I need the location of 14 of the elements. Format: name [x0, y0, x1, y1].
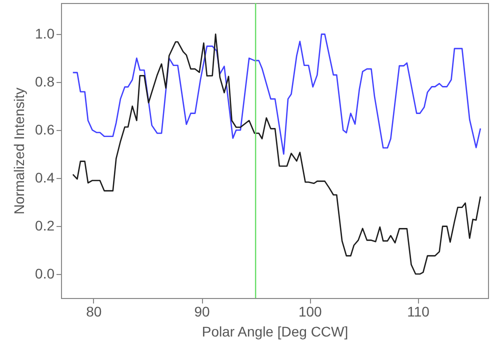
y-tick-label: 0.8 — [35, 74, 55, 90]
x-tick-label: 110 — [407, 304, 430, 320]
y-tick-label: 0.0 — [35, 266, 55, 282]
y-tick-label: 0.4 — [35, 170, 55, 186]
x-tick-label: 100 — [298, 304, 322, 320]
y-tick-label: 0.2 — [35, 218, 55, 234]
line-series — [72, 34, 482, 155]
x-tick-label: 80 — [86, 304, 102, 320]
y-axis-title: Normalized Intensity — [11, 88, 28, 214]
x-tick-label: 90 — [194, 304, 210, 320]
y-tick-label: 0.6 — [35, 122, 55, 138]
line-series — [72, 34, 482, 275]
x-axis-title: Polar Angle [Deg CCW] — [202, 324, 348, 340]
y-tick-label: 1.0 — [35, 26, 55, 42]
